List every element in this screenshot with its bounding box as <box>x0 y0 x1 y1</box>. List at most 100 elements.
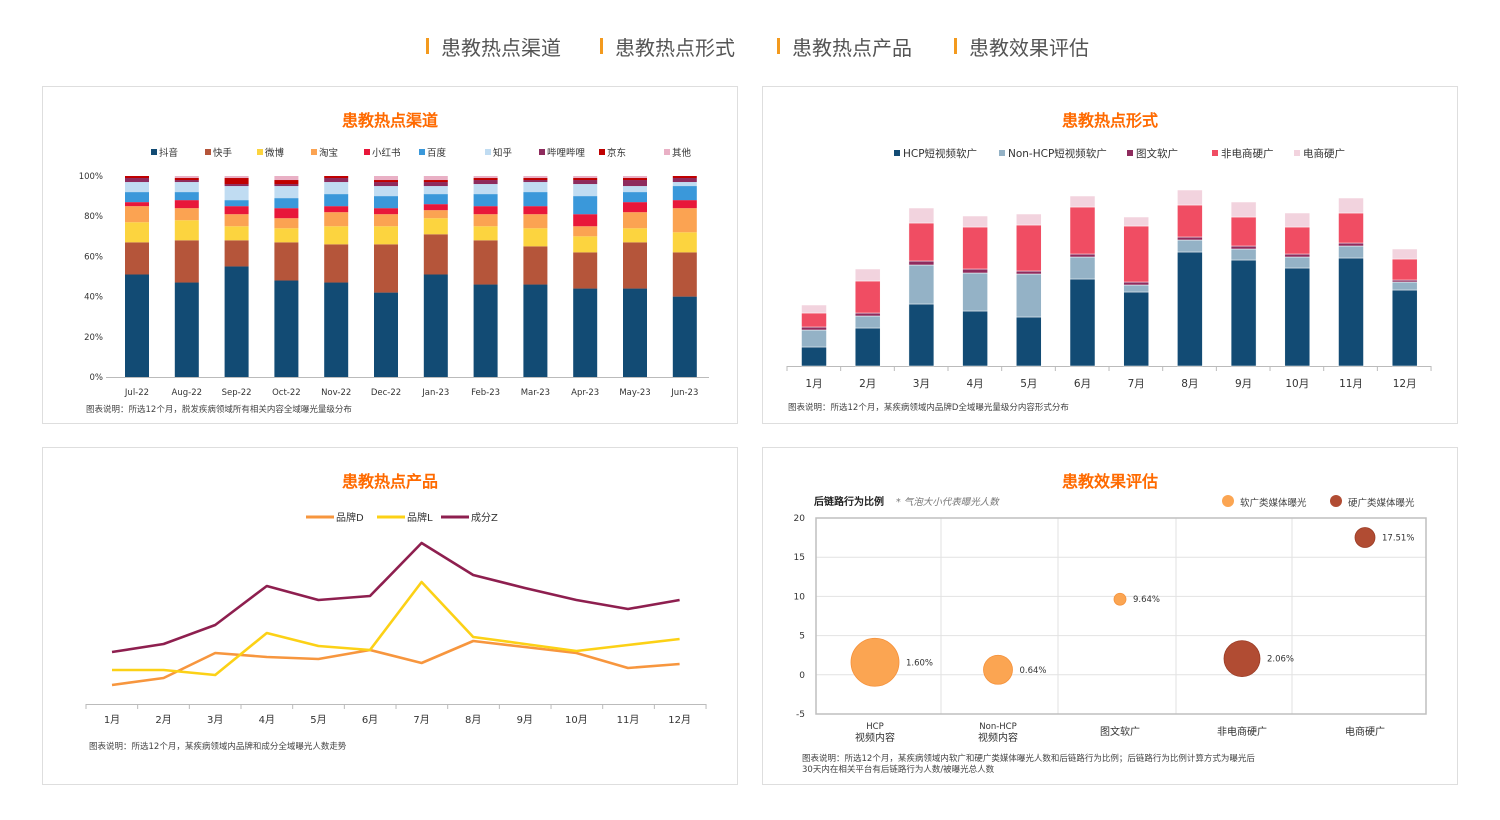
y-tick-label: 100% <box>79 172 103 182</box>
legend-label: 快手 <box>213 147 233 159</box>
x-tick-label: Aug-22 <box>172 388 202 398</box>
bar-segment-电商硬广 <box>1016 213 1042 226</box>
bar-segment-哔哩哔哩 <box>623 180 647 187</box>
bar-segment-微博 <box>473 226 498 241</box>
bar-segment-HCP短视频软广 <box>1230 259 1257 367</box>
bar-segment-抖音 <box>423 274 448 377</box>
bar-segment-百度 <box>274 198 299 209</box>
bar-segment-淘宝 <box>523 214 548 229</box>
legend-label: Non-HCP短视频软广 <box>1008 147 1107 160</box>
x-tick-label: Mar-23 <box>521 388 550 398</box>
x-tick-label: Apr-23 <box>571 388 599 398</box>
bar-segment-抖音 <box>224 266 249 377</box>
legend-bubble <box>1222 495 1234 507</box>
bar-segment-抖音 <box>324 282 349 377</box>
bar-segment-HCP短视频软广 <box>1177 251 1203 367</box>
bar-segment-淘宝 <box>573 226 598 237</box>
bar-segment-HCP短视频软广 <box>908 303 935 367</box>
bar-segment-快手 <box>523 246 548 285</box>
bar-segment-小红书 <box>274 208 299 219</box>
x-tick-label: 6月 <box>1074 378 1091 390</box>
x-tick-label: Jun-23 <box>670 388 698 398</box>
bar-segment-京东 <box>324 176 349 179</box>
bar-segment-小红书 <box>523 206 548 215</box>
bar-segment-快手 <box>672 252 697 297</box>
bar-segment-淘宝 <box>423 210 448 219</box>
plot-border <box>815 517 1427 715</box>
chart-caption: 图表说明：所选12个月，某疾病领域内品牌D全域曝光量级分内容形式分布 <box>788 402 1069 413</box>
x-tick-label: 7月 <box>413 714 429 726</box>
bar-segment-快手 <box>473 240 498 285</box>
x-tick-label: 10月 <box>565 714 588 726</box>
bar-segment-HCP短视频软广 <box>962 310 988 367</box>
bar-segment-百度 <box>672 186 697 201</box>
x-tick-label: 电商硬广 <box>1345 725 1385 738</box>
bar-segment-非电商硬广 <box>962 226 988 270</box>
x-tick-label: 图文软广 <box>1100 725 1140 738</box>
bar-segment-微博 <box>573 236 598 253</box>
legend-swatch <box>599 149 605 155</box>
bar-segment-京东 <box>523 178 548 181</box>
tab-effect[interactable]: 患教效果评估 <box>954 30 1089 62</box>
bar-segment-非电商硬广 <box>1391 258 1418 281</box>
bar-segment-淘宝 <box>672 208 697 233</box>
bar-segment-Non-HCP短视频软广 <box>1069 256 1096 280</box>
y-tick-label: -5 <box>796 710 805 720</box>
bar-segment-Non-HCP短视频软广 <box>801 329 827 348</box>
tab-label: 患教热点形式 <box>615 35 735 60</box>
tab-channel[interactable]: 患教热点渠道 <box>426 30 561 62</box>
bar-segment-百度 <box>224 200 249 207</box>
bar-segment-图文软广 <box>1123 281 1149 286</box>
bar-segment-百度 <box>125 192 149 203</box>
bar-segment-快手 <box>125 242 149 275</box>
bar-segment-小红书 <box>174 200 199 209</box>
tab-format[interactable]: 患教热点形式 <box>600 30 735 62</box>
chart-caption: 图表说明：所选12个月，某疾病领域内品牌和成分全域曝光人数走势 <box>89 741 347 752</box>
bar-segment-知乎 <box>125 182 149 193</box>
x-tick-label: HCP <box>866 722 883 732</box>
data-label: 9.64% <box>1133 595 1160 605</box>
bar-segment-抖音 <box>523 284 548 377</box>
x-tick-label: 1月 <box>805 378 822 390</box>
y-axis-title: 后链路行为比例 <box>814 495 884 508</box>
legend-label: 淘宝 <box>319 147 338 159</box>
bar-segment-哔哩哔哩 <box>274 184 299 187</box>
bar-segment-Non-HCP短视频软广 <box>1338 245 1364 259</box>
bar-segment-知乎 <box>672 182 697 187</box>
bar-segment-哔哩哔哩 <box>672 178 697 183</box>
bar-segment-其他 <box>374 176 398 181</box>
bar-segment-其他 <box>473 176 498 179</box>
format-chart-panel: 1月 2月 3月 4月 5月 6月 7月 8月 9月 10月 11月 12月 HCP短视频软广 Non-H… <box>762 86 1458 424</box>
bar-segment-京东 <box>672 176 697 179</box>
chart-title: 患教效果评估 <box>1061 472 1158 491</box>
x-tick-label: 5月 <box>310 714 326 726</box>
bar-segment-图文软广 <box>1391 279 1418 283</box>
bar-segment-快手 <box>573 252 598 289</box>
legend-swatch <box>539 149 545 155</box>
tab-marker <box>777 38 780 54</box>
tab-product[interactable]: 患教热点产品 <box>777 30 912 62</box>
chart-title: 患教热点形式 <box>1061 111 1158 130</box>
bar-segment-快手 <box>174 240 199 283</box>
legend-label: 品牌D <box>336 511 364 524</box>
legend-swatch <box>364 149 370 155</box>
bar-segment-图文软广 <box>1016 270 1042 275</box>
legend-swatch <box>205 149 211 155</box>
bar-segment-非电商硬广 <box>1016 224 1042 272</box>
x-tick-label: 10月 <box>1285 378 1309 390</box>
bar-segment-电商硬广 <box>1123 216 1149 227</box>
y-tick-label: 15 <box>794 553 805 563</box>
x-tick-label: Feb-23 <box>471 388 500 398</box>
legend-swatch <box>1127 150 1133 156</box>
bar-segment-京东 <box>224 178 249 185</box>
tab-marker <box>600 38 603 54</box>
legend-swatch <box>1212 150 1218 156</box>
chart-title: 患教热点产品 <box>341 472 438 491</box>
bar-segment-抖音 <box>374 292 398 377</box>
bar-segment-快手 <box>423 234 448 275</box>
legend-label: HCP短视频软广 <box>903 147 977 160</box>
x-tick-label: 视频内容 <box>855 731 895 744</box>
bar-segment-其他 <box>274 176 299 181</box>
bar-segment-哔哩哔哩 <box>423 182 448 187</box>
